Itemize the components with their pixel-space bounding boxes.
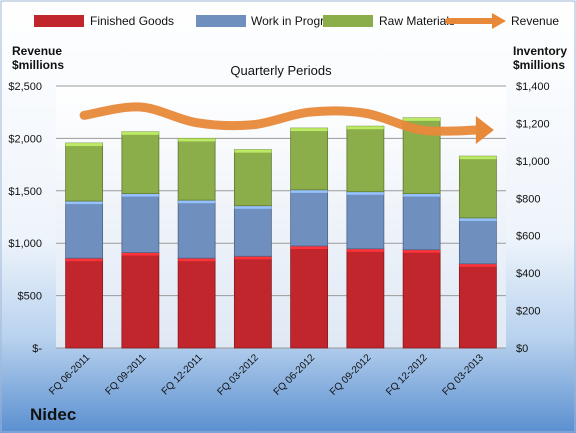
bar-highlight <box>403 249 441 253</box>
bar-finished-goods-fq-09-2011 <box>121 252 160 349</box>
bar-raw-materials-fq-09-2012 <box>346 125 385 193</box>
bar-finished-goods-fq-03-2012 <box>233 255 272 349</box>
left-axis-ticks: $- $500 $1,000 $1,500 $2,000 $2,500 <box>8 81 42 355</box>
bar-highlight <box>290 128 328 132</box>
legend-item-work-in-progress: Work in Progress <box>196 14 343 28</box>
bar-highlight <box>459 156 497 160</box>
bar-work-in-progress-fq-12-2012 <box>402 193 441 251</box>
bar-highlight <box>121 252 159 256</box>
right-tick-label: $1,200 <box>516 118 550 130</box>
left-tick-label: $2,500 <box>8 81 42 93</box>
bar-raw-materials-fq-06-2011 <box>65 142 104 202</box>
bar-finished-goods-fq-03-2013 <box>458 263 497 349</box>
legend-swatch-raw-materials <box>323 15 373 27</box>
right-tick-label: $800 <box>516 193 540 205</box>
bar-highlight <box>459 217 497 221</box>
bar-finished-goods-fq-09-2012 <box>346 248 385 349</box>
bar-work-in-progress-fq-03-2012 <box>233 205 272 257</box>
right-axis-title-line1: Inventory <box>513 44 567 58</box>
revenue-line <box>79 102 483 136</box>
bar-raw-materials-fq-09-2011 <box>121 131 160 195</box>
bar-highlight <box>403 117 441 121</box>
bar-finished-goods-fq-06-2011 <box>65 257 104 349</box>
left-tick-label: $2,000 <box>8 133 42 145</box>
bar-highlight <box>178 200 216 204</box>
right-tick-label: $1,000 <box>516 156 550 168</box>
revenue-arrowhead <box>475 116 494 145</box>
legend-label-raw-materials: Raw Materials <box>379 14 455 28</box>
bar-finished-goods-fq-12-2012 <box>402 249 441 349</box>
bar-highlight <box>178 138 216 142</box>
bar-work-in-progress-fq-03-2013 <box>458 217 497 265</box>
legend-item-finished-goods: Finished Goods <box>34 14 174 28</box>
bar-highlight <box>290 246 328 250</box>
bar-highlight <box>65 258 103 262</box>
bar-work-in-progress-fq-09-2011 <box>121 193 160 253</box>
company-name: Nidec <box>30 405 76 424</box>
right-tick-label: $600 <box>516 231 540 243</box>
bar-work-in-progress-fq-09-2012 <box>346 191 385 250</box>
left-tick-label: $1,500 <box>8 186 42 198</box>
bar-highlight <box>234 149 272 153</box>
right-tick-label: $1,400 <box>516 81 550 93</box>
bar-highlight <box>178 258 216 262</box>
left-axis-title-line2: $millions <box>12 58 64 72</box>
legend-label-finished-goods: Finished Goods <box>90 14 174 28</box>
chart-title: Quarterly Periods <box>230 63 332 78</box>
left-tick-label: $1,000 <box>8 238 42 250</box>
revenue-series <box>79 102 494 145</box>
bar-highlight <box>459 263 497 267</box>
legend-item-revenue: Revenue <box>445 13 559 29</box>
left-tick-label: $500 <box>18 291 42 303</box>
right-tick-label: $200 <box>516 306 540 318</box>
legend-swatch-finished-goods <box>34 15 84 27</box>
bar-raw-materials-fq-12-2011 <box>177 137 216 201</box>
bar-highlight <box>121 131 159 135</box>
bar-work-in-progress-fq-12-2011 <box>177 199 216 259</box>
bar-finished-goods-fq-12-2011 <box>177 257 216 349</box>
bar-finished-goods-fq-06-2012 <box>290 245 329 349</box>
bar-highlight <box>65 143 103 147</box>
bar-highlight <box>346 191 384 195</box>
left-tick-label: $- <box>32 343 42 355</box>
right-axis-ticks: $0 $200 $400 $600 $800 $1,000 $1,200 $1,400 <box>516 81 550 355</box>
bar-highlight <box>234 256 272 260</box>
bar-highlight <box>346 126 384 130</box>
bar-work-in-progress-fq-06-2011 <box>65 200 104 259</box>
bar-raw-materials-fq-03-2013 <box>458 155 497 219</box>
bar-highlight <box>403 193 441 197</box>
bar-highlight <box>234 205 272 209</box>
legend-item-raw-materials: Raw Materials <box>323 14 455 28</box>
right-tick-label: $400 <box>516 268 540 280</box>
bar-raw-materials-fq-03-2012 <box>233 149 272 207</box>
legend-swatch-work-in-progress <box>196 15 246 27</box>
bar-highlight <box>346 248 384 252</box>
legend: Finished Goods Work in Progress Raw Mate… <box>34 13 559 29</box>
bar-highlight <box>290 189 328 193</box>
legend-swatch-revenue-arrow <box>492 13 506 29</box>
bar-highlight <box>65 201 103 205</box>
legend-label-work-in-progress: Work in Progress <box>251 14 343 28</box>
right-axis-title-line2: $millions <box>513 58 565 72</box>
right-tick-label: $0 <box>516 343 528 355</box>
left-axis-title-line1: Revenue <box>12 44 62 58</box>
bar-highlight <box>121 193 159 197</box>
bar-raw-materials-fq-06-2012 <box>290 127 329 191</box>
bar-work-in-progress-fq-06-2012 <box>290 189 329 247</box>
legend-label-revenue: Revenue <box>511 14 559 28</box>
